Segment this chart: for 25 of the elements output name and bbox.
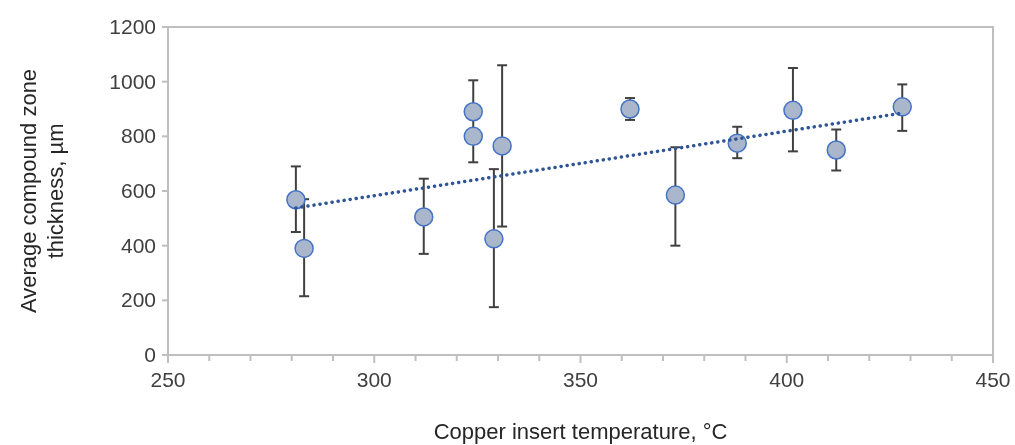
y-tick-label: 800 — [120, 124, 156, 148]
point — [286, 190, 306, 210]
point — [826, 140, 846, 160]
x-tick-label: 350 — [562, 368, 599, 391]
point — [783, 100, 803, 121]
y-tick-label: 200 — [120, 288, 156, 312]
point — [484, 229, 504, 249]
y-axis-title: Average compound zone thickness, µm — [16, 68, 68, 314]
y-tick-label: 400 — [120, 233, 156, 257]
point — [492, 136, 512, 156]
x-tick-label: 250 — [150, 368, 186, 391]
point — [665, 185, 686, 205]
y-tick-label: 600 — [120, 179, 156, 202]
x-tick-label: 400 — [769, 368, 805, 391]
point — [463, 126, 483, 147]
x-axis-title: Copper insert temperature, °C — [433, 419, 728, 444]
x-tick-label: 300 — [356, 368, 392, 391]
point — [892, 97, 912, 117]
y-tick-label: 1000 — [109, 69, 156, 93]
point — [463, 101, 483, 122]
x-tick-label: 450 — [975, 368, 1011, 391]
point — [294, 238, 314, 259]
y-tick-label: 1200 — [109, 15, 156, 38]
point — [414, 207, 434, 227]
y-tick-label: 0 — [144, 343, 156, 366]
